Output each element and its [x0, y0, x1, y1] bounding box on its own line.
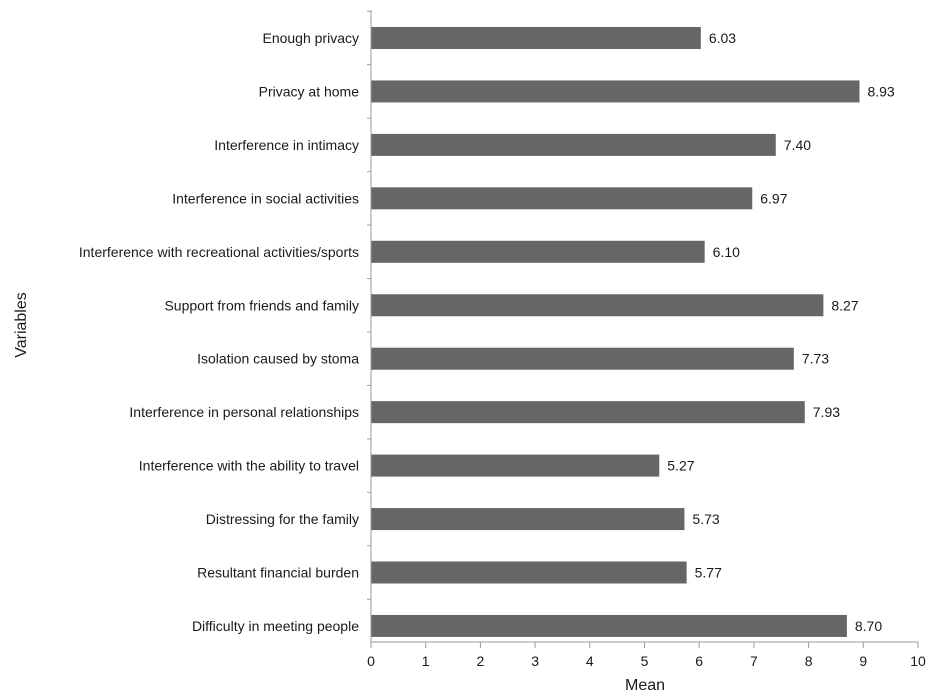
category-label: Interference with the ability to travel: [139, 458, 359, 474]
category-label: Enough privacy: [262, 30, 359, 46]
data-label: 7.40: [784, 137, 811, 153]
bar: [371, 294, 824, 317]
data-label: 6.97: [760, 190, 787, 206]
data-label: 6.10: [713, 244, 740, 260]
data-label: 5.77: [695, 565, 722, 581]
bar: [371, 27, 701, 49]
bar: [371, 454, 660, 477]
category-label: Privacy at home: [259, 83, 360, 99]
x-tick-label: 2: [477, 653, 485, 669]
category-label: Interference with recreational activitie…: [79, 244, 359, 260]
category-label: Support from friends and family: [164, 297, 359, 313]
x-tick-label: 3: [531, 653, 539, 669]
axes: 0 1 2 3 4 5 6 7 8 9 10: [367, 10, 926, 669]
data-label: 8.27: [831, 297, 858, 313]
category-labels: Enough privacy Privacy at home Interferenc…: [79, 30, 359, 634]
category-label: Interference in personal relationships: [129, 404, 359, 420]
value-labels: 6.03 8.93 7.40 6.97 6.10 8.27 7.73 7.93 5.27 5.73…: [667, 30, 895, 634]
bars-layer: [371, 27, 860, 637]
bar: [371, 561, 687, 584]
x-tick-label: 10: [910, 653, 926, 669]
category-label: Interference in intimacy: [214, 137, 359, 153]
x-axis-title: Mean: [625, 677, 665, 694]
data-label: 8.93: [867, 83, 894, 99]
bar: [371, 347, 794, 370]
data-label: 6.03: [709, 30, 736, 46]
x-tick-label: 7: [750, 653, 758, 669]
category-label: Difficulty in meeting people: [192, 618, 359, 634]
data-label: 7.93: [813, 404, 840, 420]
x-tick-label: 4: [586, 653, 594, 669]
data-label: 7.73: [802, 351, 829, 367]
category-label: Interference in social activities: [172, 190, 359, 206]
x-tick-label: 1: [422, 653, 430, 669]
x-tick-label: 5: [641, 653, 649, 669]
data-label: 5.27: [667, 458, 694, 474]
category-label: Isolation caused by stoma: [197, 351, 359, 367]
data-label: 8.70: [855, 618, 882, 634]
bar: [371, 133, 776, 156]
x-tick-label: 6: [695, 653, 703, 669]
x-tick-label: 9: [859, 653, 867, 669]
bar: [371, 508, 685, 531]
bar: [371, 240, 705, 263]
bar: [371, 401, 805, 424]
x-tick-label: 8: [805, 653, 813, 669]
y-axis-title: Variables: [13, 292, 30, 358]
bar: [371, 187, 753, 210]
x-tick-label: 0: [367, 653, 375, 669]
bar: [371, 614, 847, 637]
category-label: Distressing for the family: [206, 511, 359, 527]
category-label: Resultant financial burden: [197, 565, 359, 581]
bar: [371, 80, 860, 103]
data-label: 5.73: [692, 511, 719, 527]
